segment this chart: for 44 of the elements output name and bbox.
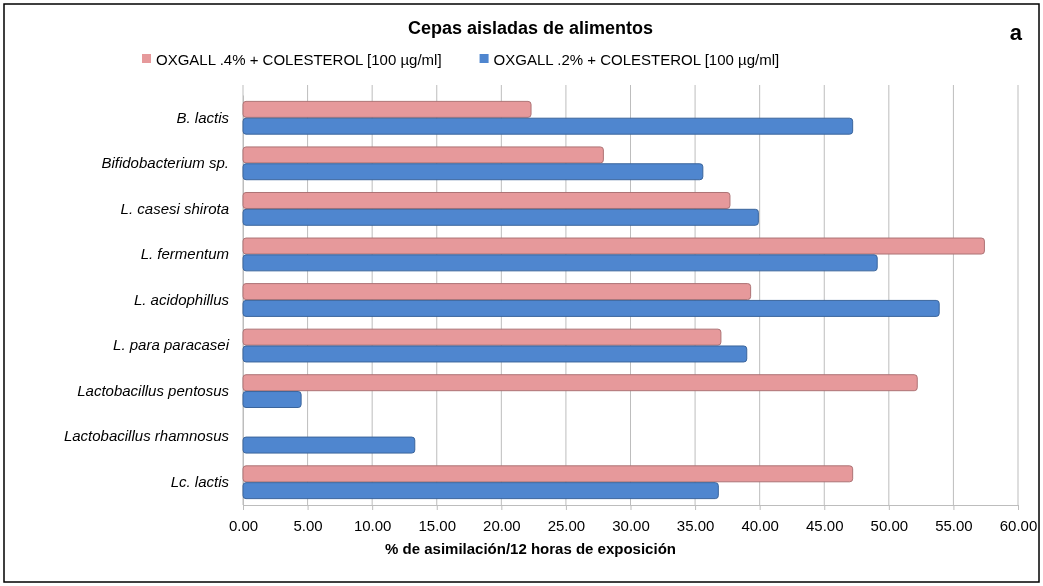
y-tick-label: L. fermentum xyxy=(140,245,229,263)
bar xyxy=(242,117,854,135)
y-tick-label: Lactobacillus rhamnosus xyxy=(63,427,230,445)
bar xyxy=(242,191,731,209)
x-tick-label: 5.00 xyxy=(293,517,323,534)
bar xyxy=(242,283,752,301)
x-tick-label: 30.00 xyxy=(612,517,650,534)
x-tick-label: 0.00 xyxy=(228,517,259,534)
y-tick-label: B. lactis xyxy=(176,108,230,126)
x-tick-label: 25.00 xyxy=(547,517,586,534)
bar xyxy=(242,299,940,317)
x-tick-label: 45.00 xyxy=(805,517,844,534)
y-tick-label: L. acidophillus xyxy=(133,290,230,308)
bar xyxy=(242,163,704,181)
x-tick-label: 10.00 xyxy=(353,517,392,534)
bar xyxy=(242,482,719,500)
bar xyxy=(242,465,854,483)
bar xyxy=(242,391,302,409)
x-axis-title: % de asimilación/12 horas de exposición xyxy=(385,540,676,557)
x-tick-label: 40.00 xyxy=(741,517,779,534)
x-tick-label: 20.00 xyxy=(483,517,521,534)
y-tick-label: L. casesi shirota xyxy=(120,199,229,217)
bar xyxy=(242,146,604,164)
text: a xyxy=(1009,20,1023,45)
legend-label: OXGALL .2% + COLESTEROL [100 µg/ml] xyxy=(493,51,780,68)
y-tick-label: L. para paracasei xyxy=(113,336,230,354)
bar xyxy=(242,208,759,226)
bar xyxy=(242,328,722,346)
x-tick-label: 35.00 xyxy=(676,517,715,534)
chart-title: Cepas aisladas de alimentos xyxy=(407,18,654,38)
x-tick-label: 50.00 xyxy=(870,517,909,534)
bar xyxy=(242,436,416,454)
x-tick-label: 15.00 xyxy=(418,517,457,534)
y-tick-label: Bifidobacterium sp. xyxy=(101,154,229,172)
bar xyxy=(242,345,748,363)
bar xyxy=(242,237,985,255)
bar xyxy=(242,374,918,392)
x-tick-label: 55.00 xyxy=(935,517,973,534)
bar xyxy=(242,254,878,272)
legend-label: OXGALL .4% + COLESTEROL [100 µg/ml] xyxy=(156,51,442,68)
bar xyxy=(242,100,532,118)
y-tick-label: Lc. lactis xyxy=(170,473,230,491)
x-tick-label: 60.00 xyxy=(999,517,1038,534)
y-tick-label: Lactobacillus pentosus xyxy=(77,381,230,399)
